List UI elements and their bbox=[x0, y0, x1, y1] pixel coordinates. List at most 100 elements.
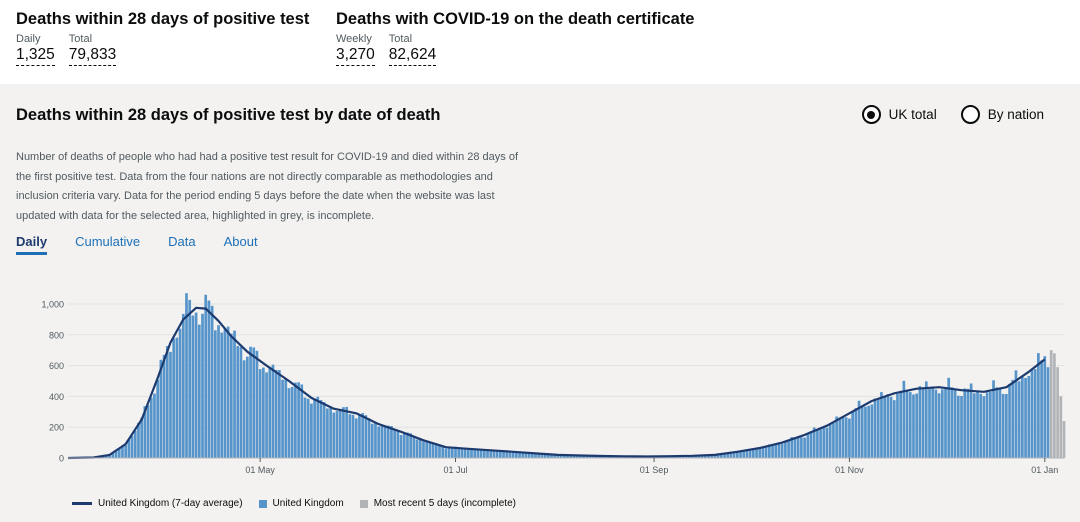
daily-bar bbox=[306, 398, 310, 458]
daily-bar bbox=[896, 393, 899, 458]
metric-daily[interactable]: Daily 1,325 bbox=[16, 33, 55, 66]
daily-bar bbox=[908, 392, 912, 458]
daily-bar bbox=[367, 418, 371, 458]
daily-bar bbox=[559, 454, 563, 458]
daily-bar bbox=[499, 450, 502, 458]
tab-about[interactable]: About bbox=[223, 234, 258, 249]
daily-bar bbox=[425, 441, 429, 458]
daily-bar bbox=[185, 293, 188, 458]
daily-bar bbox=[876, 399, 880, 458]
daily-bar bbox=[931, 386, 935, 458]
daily-bar bbox=[153, 393, 156, 458]
legend-item-daily[interactable]: United Kingdom bbox=[258, 498, 344, 509]
incomplete-bar bbox=[1053, 353, 1056, 458]
daily-bar bbox=[694, 455, 698, 458]
daily-bar bbox=[418, 439, 422, 458]
radio-unselected-icon[interactable] bbox=[960, 105, 980, 124]
daily-bar bbox=[524, 452, 528, 458]
daily-bar bbox=[108, 455, 111, 458]
daily-bar bbox=[793, 437, 797, 458]
metric-total[interactable]: Total 79,833 bbox=[68, 33, 117, 66]
tab-data[interactable]: Data bbox=[168, 234, 196, 249]
daily-bar bbox=[710, 455, 714, 458]
daily-bar bbox=[857, 400, 861, 458]
daily-bar bbox=[972, 393, 976, 458]
daily-bar bbox=[585, 455, 589, 458]
chart-legend: United Kingdom (7-day average) United Ki… bbox=[72, 498, 516, 509]
legend-item-incomplete[interactable]: Most recent 5 days (incomplete) bbox=[359, 498, 516, 509]
daily-bar bbox=[819, 429, 822, 458]
y-tick-label: 800 bbox=[49, 330, 64, 340]
daily-bar bbox=[771, 445, 774, 458]
daily-bar bbox=[803, 437, 806, 458]
daily-bar bbox=[796, 437, 800, 458]
daily-bar bbox=[556, 455, 560, 458]
radio-by-nation[interactable]: By nation bbox=[960, 105, 1044, 124]
y-tick-label: 0 bbox=[59, 454, 64, 464]
daily-bar bbox=[159, 359, 163, 458]
radio-uk-total[interactable]: UK total bbox=[861, 105, 937, 124]
metric-total[interactable]: Total 82,624 bbox=[388, 33, 437, 66]
daily-bar bbox=[415, 439, 419, 458]
daily-bar bbox=[982, 396, 986, 458]
daily-bar bbox=[370, 423, 374, 458]
daily-bar bbox=[361, 413, 364, 458]
daily-bar bbox=[380, 425, 384, 458]
daily-bar bbox=[146, 405, 150, 458]
daily-bar bbox=[729, 452, 733, 458]
daily-bar bbox=[447, 447, 451, 458]
deaths-chart[interactable]: 0 200 400 600 800 1,000 01 May 01 Jul 01 Sep 01 N… bbox=[0, 284, 1080, 484]
radio-selected-icon[interactable] bbox=[861, 105, 881, 124]
incomplete-bar bbox=[1059, 396, 1063, 458]
metric-label: Total bbox=[388, 33, 413, 45]
daily-bar bbox=[322, 402, 326, 458]
metric-value: 3,270 bbox=[336, 46, 375, 66]
x-tick-label: 01 Nov bbox=[835, 465, 864, 475]
daily-bar bbox=[265, 372, 268, 458]
daily-bar bbox=[780, 443, 784, 458]
daily-bar bbox=[697, 455, 701, 458]
daily-bar bbox=[989, 391, 992, 458]
daily-bar bbox=[271, 364, 275, 458]
x-tick-label: 01 Sep bbox=[640, 465, 669, 475]
daily-bar bbox=[450, 447, 454, 458]
daily-bar bbox=[175, 337, 179, 458]
daily-bar bbox=[117, 448, 121, 458]
metric-weekly[interactable]: Weekly 3,270 bbox=[336, 33, 375, 66]
daily-bar bbox=[457, 447, 461, 458]
legend-item-average[interactable]: United Kingdom (7-day average) bbox=[72, 498, 243, 509]
daily-bar bbox=[912, 394, 915, 458]
daily-bar bbox=[348, 414, 352, 458]
daily-bar bbox=[1021, 376, 1024, 458]
daily-bar bbox=[399, 435, 403, 458]
daily-bar bbox=[748, 449, 752, 458]
daily-bar bbox=[409, 433, 413, 458]
daily-bar bbox=[162, 354, 166, 458]
daily-bar bbox=[345, 406, 348, 458]
daily-bar bbox=[396, 431, 400, 458]
daily-bar bbox=[953, 390, 957, 458]
daily-bar bbox=[902, 380, 906, 458]
x-tick-label: 01 Jan bbox=[1031, 465, 1058, 475]
daily-bar bbox=[105, 455, 108, 458]
daily-bar bbox=[226, 326, 230, 458]
daily-bar bbox=[223, 329, 227, 458]
daily-bar bbox=[201, 313, 204, 458]
daily-bar bbox=[937, 393, 941, 458]
daily-bar bbox=[880, 392, 883, 458]
daily-bar bbox=[835, 416, 838, 458]
daily-bar bbox=[508, 451, 512, 458]
daily-bar bbox=[848, 418, 851, 458]
tab-daily[interactable]: Daily bbox=[16, 234, 48, 255]
daily-bar bbox=[601, 456, 605, 458]
daily-bar bbox=[864, 406, 867, 458]
daily-bar bbox=[127, 439, 131, 458]
headline-death-certificate: Deaths with COVID-19 on the death certif… bbox=[336, 10, 695, 66]
daily-bar bbox=[899, 390, 903, 458]
daily-bar bbox=[114, 449, 118, 458]
daily-bar bbox=[165, 346, 169, 458]
daily-bar bbox=[374, 422, 377, 458]
daily-bar bbox=[742, 450, 746, 458]
daily-bar bbox=[454, 446, 457, 458]
tab-cumulative[interactable]: Cumulative bbox=[75, 234, 141, 249]
